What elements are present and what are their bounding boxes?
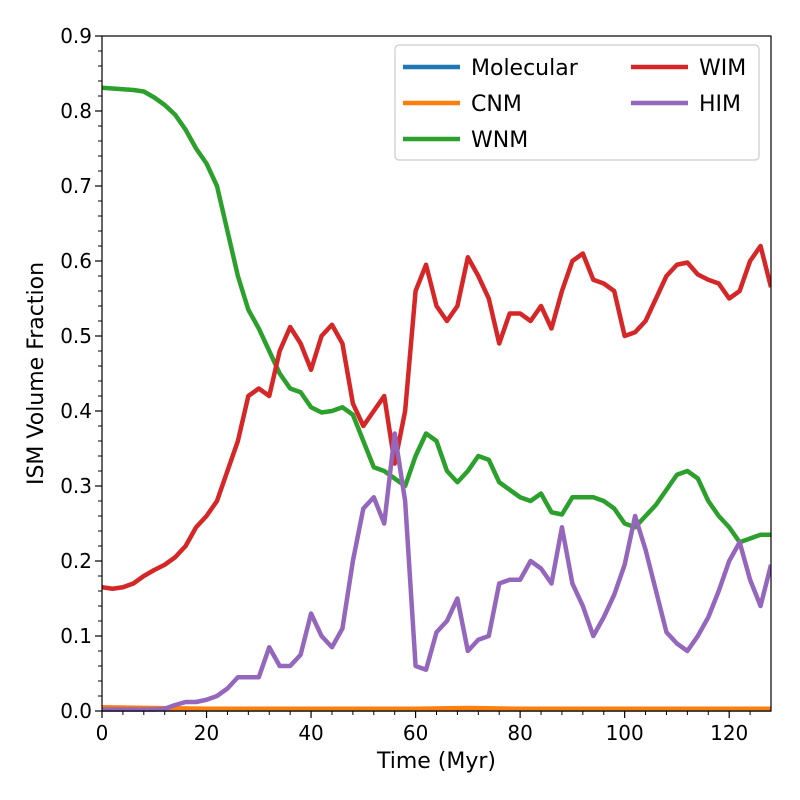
y-tick-label: 0.9 <box>60 24 92 48</box>
legend-label-wim: WIM <box>699 56 746 81</box>
y-tick-label: 0.2 <box>60 549 92 573</box>
series-line-wim <box>102 243 771 591</box>
legend-box <box>394 44 760 161</box>
series-layer <box>102 85 771 712</box>
y-tick-label: 0.3 <box>60 474 92 498</box>
y-tick-label: 0.0 <box>60 699 92 723</box>
axes-layer: 0 20 40 60 80 100 120 0.0 0.1 0.2 0.3 0.4 0.5 0.6 0.7 0… <box>60 24 772 745</box>
series-line-wnm <box>102 85 771 545</box>
legend: Molecular CNM WNM WIM HIM <box>394 44 760 161</box>
x-tick-label: 0 <box>96 721 109 745</box>
x-tick-label: 80 <box>507 721 532 745</box>
legend-label-him: HIM <box>699 92 741 117</box>
y-axis-title: ISM Volume Fraction <box>24 262 49 485</box>
x-tick-label: 20 <box>194 721 219 745</box>
x-tick-label: 120 <box>710 721 748 745</box>
x-tick-label: 40 <box>298 721 323 745</box>
y-tick-label: 0.4 <box>60 399 92 423</box>
legend-label-molecular: Molecular <box>471 56 579 81</box>
x-tick-label: 60 <box>403 721 428 745</box>
y-tick-label: 0.7 <box>60 174 92 198</box>
series-line-cnm <box>102 705 771 711</box>
legend-label-wnm: WNM <box>471 128 528 153</box>
y-tick-label: 0.5 <box>60 324 92 348</box>
x-tick-label: 100 <box>606 721 644 745</box>
series-line-him <box>102 431 771 712</box>
y-tick-label: 0.8 <box>60 99 92 123</box>
y-tick-label: 0.6 <box>60 249 92 273</box>
legend-label-cnm: CNM <box>471 92 522 117</box>
x-axis-title: Time (Myr) <box>376 749 496 774</box>
y-tick-label: 0.1 <box>60 624 92 648</box>
